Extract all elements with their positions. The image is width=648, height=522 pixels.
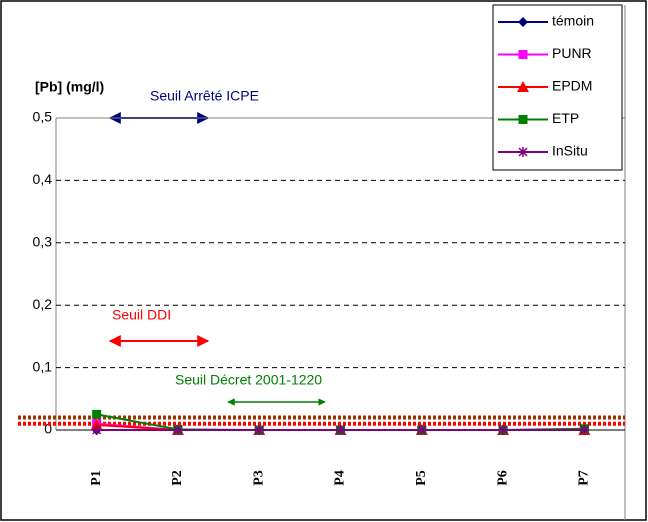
legend-marker bbox=[517, 81, 529, 92]
marker bbox=[254, 425, 265, 435]
legend-marker bbox=[518, 147, 528, 157]
marker bbox=[172, 425, 183, 435]
y-tick-label: 0,2 bbox=[33, 296, 53, 312]
marker bbox=[92, 409, 102, 419]
x-tick-label: P4 bbox=[333, 470, 348, 486]
marker bbox=[579, 425, 590, 435]
x-tick-label: P6 bbox=[495, 470, 510, 486]
x-tick-label: P3 bbox=[251, 470, 266, 486]
y-tick-label: 0,5 bbox=[33, 109, 53, 125]
marker bbox=[335, 425, 346, 435]
legend-marker bbox=[518, 115, 528, 124]
annotation: Seuil Arrêté ICPE bbox=[150, 88, 259, 104]
x-tick-label: P7 bbox=[577, 470, 592, 486]
y-tick-label: 0,4 bbox=[33, 171, 53, 187]
legend-label: EPDM bbox=[552, 78, 592, 94]
x-tick-label: P2 bbox=[170, 470, 185, 486]
y-tick-label: 0,3 bbox=[33, 234, 53, 250]
legend-label: InSitu bbox=[552, 143, 588, 159]
annotation: Seuil DDI bbox=[112, 307, 171, 323]
legend-marker bbox=[518, 17, 528, 27]
y-tick-label: 0 bbox=[44, 421, 52, 437]
annotation: Seuil Décret 2001-1220 bbox=[175, 372, 322, 388]
marker bbox=[416, 425, 427, 435]
y-axis-label: [Pb] (mg/l) bbox=[35, 79, 104, 95]
legend-label: PUNR bbox=[552, 45, 592, 61]
x-tick-label: P5 bbox=[414, 470, 429, 486]
legend: témoin PUNR EPDM ETP InSitu bbox=[492, 4, 623, 171]
marker bbox=[498, 425, 509, 435]
legend-label: témoin bbox=[552, 13, 594, 29]
legend-marker bbox=[518, 50, 528, 59]
marker bbox=[91, 425, 102, 435]
legend-label: ETP bbox=[552, 110, 579, 126]
x-tick-label: P1 bbox=[89, 470, 104, 486]
y-tick-label: 0,1 bbox=[33, 358, 53, 374]
